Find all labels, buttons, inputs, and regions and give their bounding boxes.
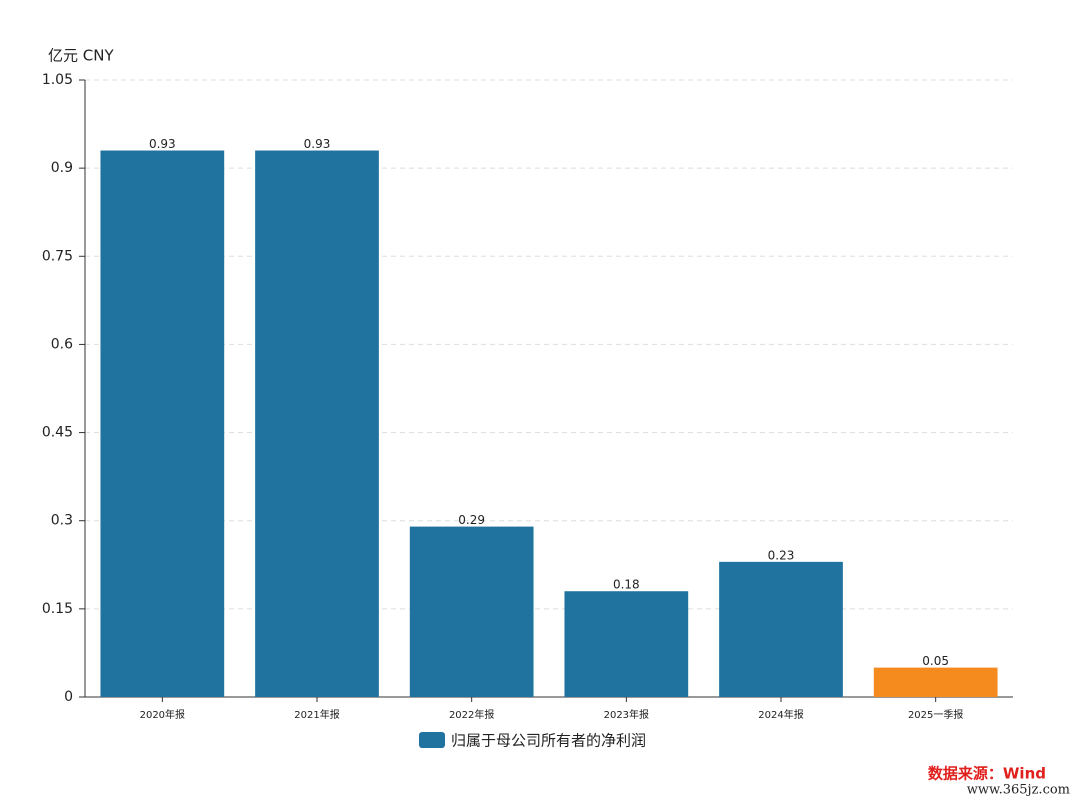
bar [100,150,225,697]
x-tick-label: 2020年报 [140,708,185,721]
data-label: 0.23 [768,548,795,562]
y-tick-label: 0.45 [42,425,73,441]
y-tick-label: 1.05 [42,72,73,88]
x-tick-label: 2025一季报 [908,708,963,721]
y-tick-label: 0 [64,689,73,705]
bar [719,561,843,697]
x-tick-label: 2022年报 [449,708,494,721]
data-label: 0.05 [922,654,949,668]
y-tick-label: 0.15 [42,601,73,617]
x-tick-label: 2021年报 [294,708,339,721]
source: 数据来源：Wind [928,765,1046,783]
bar [255,150,379,697]
y-tick-label: 0.6 [51,336,73,352]
legend-swatch [419,732,445,748]
y-tick-label: 0.3 [51,513,73,529]
data-label: 0.93 [149,137,176,151]
data-label: 0.93 [304,137,331,151]
data-label: 0.29 [458,513,485,527]
y-unit-label: 亿元 CNY [48,47,114,65]
bar [873,667,998,697]
y-tick-label: 0.9 [51,160,73,176]
y-tick-label: 0.75 [42,248,73,264]
bar [409,526,534,697]
x-tick-label: 2023年报 [604,708,649,721]
x-tick-label: 2024年报 [758,708,803,721]
data-label: 0.18 [613,578,640,592]
legend-label: 归属于母公司所有者的净利润 [451,732,646,750]
bar [564,591,689,697]
watermark: www.365jz.com [967,783,1070,798]
